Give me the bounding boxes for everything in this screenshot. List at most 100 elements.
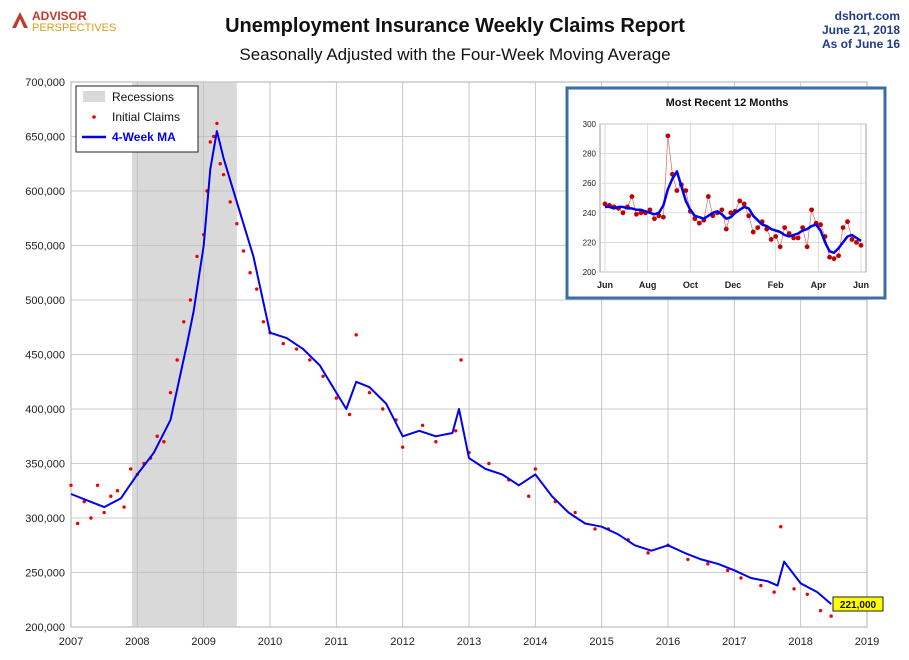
claims-point: [261, 320, 266, 324]
claims-point: [208, 140, 212, 144]
claims-point: [354, 333, 358, 337]
claims-point: [487, 461, 491, 466]
report-date: June 21, 2018: [822, 23, 900, 37]
inset-claims-point: [854, 240, 859, 245]
inset-claims-point: [656, 213, 662, 219]
inset-claims-point: [620, 210, 626, 216]
inset-x-tick-label: Oct: [683, 280, 698, 290]
claims-point: [182, 320, 186, 324]
claims-point: [109, 494, 113, 498]
claims-point: [188, 298, 193, 302]
inset-x-axis-ticks: Jun Aug Oct Dec Feb Apr Jun: [597, 280, 869, 290]
inset-y-tick-label: 280: [583, 150, 597, 159]
inset-claims-point: [786, 231, 792, 236]
claims-point: [115, 489, 120, 493]
inset-ma-line: [605, 170, 862, 255]
x-tick-label: 2015: [589, 636, 613, 648]
claims-point: [215, 121, 219, 126]
claims-point: [420, 423, 425, 428]
inset-claims-point: [809, 207, 814, 213]
inset-claims-point: [858, 242, 864, 248]
inset-ma-series: [605, 170, 862, 255]
claims-point: [175, 358, 179, 362]
claims-point: [75, 521, 80, 526]
inset-chart: Most Recent 12 Months 200 220 240 260 280 300…: [565, 86, 887, 300]
inset-x-tick-label: Feb: [768, 280, 785, 290]
chart-title: Unemployment Insurance Weekly Claims Rep…: [225, 15, 685, 37]
x-tick-label: 2007: [59, 636, 83, 648]
claims-point: [82, 499, 86, 504]
inset-y-tick-label: 220: [583, 238, 597, 247]
inset-claims-point: [800, 225, 806, 231]
inset-claims-point: [719, 207, 725, 213]
callout-text: 221,000: [840, 600, 877, 611]
y-tick-label: 200,000: [25, 622, 65, 634]
claims-point: [218, 162, 222, 166]
inset-claims-point: [795, 235, 801, 241]
inset-claims-point: [840, 225, 846, 231]
claims-point: [527, 494, 531, 498]
inset-claims-point: [647, 207, 653, 213]
ma-line: [70, 130, 832, 605]
inset-claims-point: [634, 211, 639, 217]
inset-claims-point: [705, 194, 711, 199]
inset-y-tick-label: 240: [583, 209, 597, 218]
inset-x-tick-label: Apr: [811, 280, 827, 290]
x-tick-label: 2009: [191, 636, 215, 648]
chart-subtitle: Seasonally Adjusted with the Four-Week M…: [239, 45, 670, 64]
inset-claims-point: [750, 229, 756, 235]
inset-claims-point: [674, 188, 680, 194]
claims-point: [122, 505, 126, 509]
inset-x-tick-label: Jun: [853, 280, 869, 290]
claims-point: [779, 525, 783, 529]
x-tick-label: 2011: [325, 636, 349, 648]
claims-point: [573, 510, 577, 515]
claims-point: [454, 429, 458, 433]
y-tick-label: 250,000: [25, 568, 65, 580]
claims-point: [155, 434, 159, 438]
y-tick-label: 550,000: [25, 241, 65, 253]
claims-point: [162, 440, 166, 444]
claims-point: [221, 172, 226, 177]
claims-point: [228, 200, 232, 204]
inset-claims-point: [845, 219, 850, 225]
brand-logo: ADVISOR PERSPECTIVES: [12, 9, 116, 34]
claims-point: [459, 358, 463, 362]
inset-y-axis-ticks: 200 220 240 260 280 300: [583, 120, 597, 277]
inset-claims-point: [629, 194, 635, 199]
claims-point: [400, 445, 405, 449]
x-axis-ticks: 2007 2008 2009 2010 2011 2012 2013 2014 2015 2016…: [59, 636, 879, 648]
inset-claims-point: [804, 244, 810, 250]
inset-claims-point: [849, 237, 855, 242]
brand-line1: ADVISOR: [32, 9, 87, 23]
latest-value-callout: 221,000: [832, 596, 884, 612]
x-tick-label: 2010: [258, 636, 282, 648]
inset-claims-point: [791, 235, 797, 241]
y-tick-label: 700,000: [25, 77, 65, 89]
claims-point: [294, 347, 299, 351]
claims-point: [95, 483, 100, 487]
legend: Recessions Initial Claims 4-Week MA: [75, 85, 199, 153]
inset-claims-point: [777, 244, 783, 250]
inset-claims-point: [660, 214, 666, 220]
claims-point: [334, 396, 339, 400]
claims-point: [792, 587, 796, 591]
claims-point: [241, 249, 246, 253]
inset-x-tick-label: Dec: [725, 280, 742, 290]
claims-point: [195, 254, 199, 259]
claims-point: [308, 358, 312, 362]
inset-claims-point: [755, 225, 761, 231]
inset-claims-point: [768, 237, 774, 242]
inset-claims-point: [741, 201, 747, 207]
inset-claims-point: [602, 201, 608, 207]
y-tick-label: 350,000: [25, 459, 65, 471]
brand-line2: PERSPECTIVES: [32, 22, 116, 34]
x-tick-label: 2019: [855, 636, 879, 648]
legend-swatch-claims: [92, 115, 96, 119]
inset-claims-point: [746, 213, 752, 219]
claims-point: [321, 374, 325, 378]
inset-claims-point: [836, 253, 841, 259]
y-tick-label: 500,000: [25, 295, 65, 307]
claims-point: [706, 562, 710, 566]
